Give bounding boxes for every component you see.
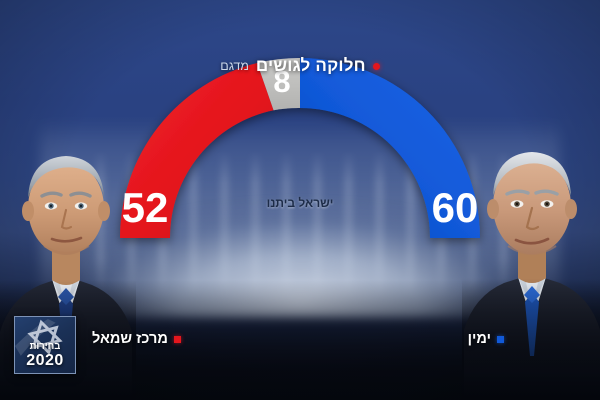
right-portrait-svg — [462, 152, 600, 400]
middle-party-label: ישראל ביתנו — [266, 196, 334, 210]
star-of-david-icon — [15, 318, 63, 356]
headline-subtitle: מדגם — [220, 59, 249, 73]
logo-text: בחירות 2020 — [15, 341, 75, 369]
right-candidate-photo — [462, 80, 600, 400]
bloc-caption-right: ימין — [468, 331, 504, 347]
bloc-left-color-swatch — [173, 335, 181, 343]
bloc-caption-left: מרכז שמאל — [92, 331, 181, 347]
headline-marker-dot — [372, 62, 380, 70]
bloc-left-label: מרכז שמאל — [92, 331, 168, 347]
headline: חלוקה לגושים מדגם — [0, 56, 600, 76]
logo-line2: 2020 — [26, 352, 64, 369]
headline-title: חלוקה לגושים — [255, 56, 366, 75]
election-logo: בחירות 2020 — [14, 316, 76, 374]
logo-line1: בחירות — [29, 341, 61, 352]
bloc-right-color-swatch — [497, 335, 504, 343]
bloc-right-label: ימין — [467, 331, 491, 347]
